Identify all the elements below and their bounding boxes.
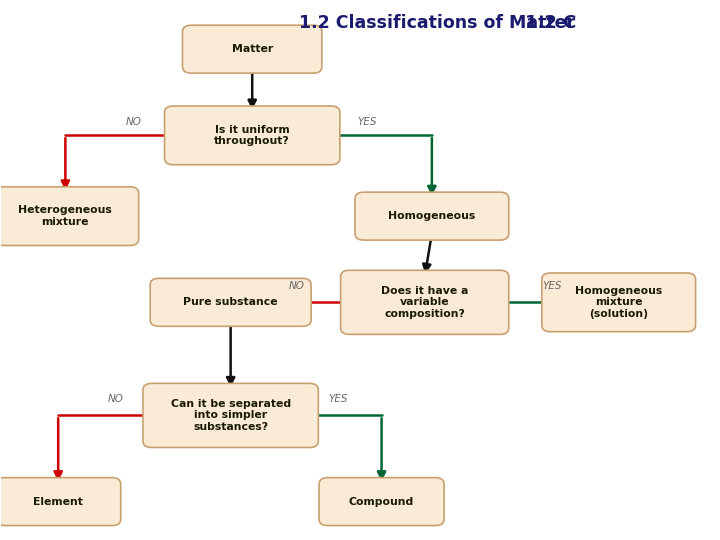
Text: NO: NO <box>126 117 142 127</box>
Text: NO: NO <box>289 281 305 291</box>
Text: Homogeneous
mixture
(solution): Homogeneous mixture (solution) <box>575 286 662 319</box>
FancyBboxPatch shape <box>355 192 509 240</box>
Text: YES: YES <box>329 394 348 404</box>
Text: Compound: Compound <box>349 497 414 507</box>
FancyBboxPatch shape <box>542 273 696 332</box>
Text: Does it have a
variable
composition?: Does it have a variable composition? <box>381 286 469 319</box>
FancyBboxPatch shape <box>143 383 318 448</box>
FancyBboxPatch shape <box>319 478 444 525</box>
FancyBboxPatch shape <box>341 270 509 334</box>
FancyBboxPatch shape <box>150 278 311 326</box>
Text: 1.2 C: 1.2 C <box>526 14 577 32</box>
Text: Heterogeneous
mixture: Heterogeneous mixture <box>19 205 112 227</box>
Text: Is it uniform
throughout?: Is it uniform throughout? <box>215 125 290 146</box>
Text: YES: YES <box>357 117 377 127</box>
FancyBboxPatch shape <box>182 25 322 73</box>
Text: Element: Element <box>33 497 83 507</box>
Text: Can it be separated
into simpler
substances?: Can it be separated into simpler substan… <box>171 399 291 432</box>
FancyBboxPatch shape <box>0 187 139 246</box>
FancyBboxPatch shape <box>165 106 340 165</box>
Text: Matter: Matter <box>232 44 273 54</box>
Text: NO: NO <box>108 394 124 404</box>
Text: 1.2 Classifications of Matter: 1.2 Classifications of Matter <box>299 14 575 32</box>
Text: Pure substance: Pure substance <box>184 298 278 307</box>
Text: Homogeneous: Homogeneous <box>388 211 475 221</box>
FancyBboxPatch shape <box>0 478 121 525</box>
Text: YES: YES <box>542 281 562 291</box>
